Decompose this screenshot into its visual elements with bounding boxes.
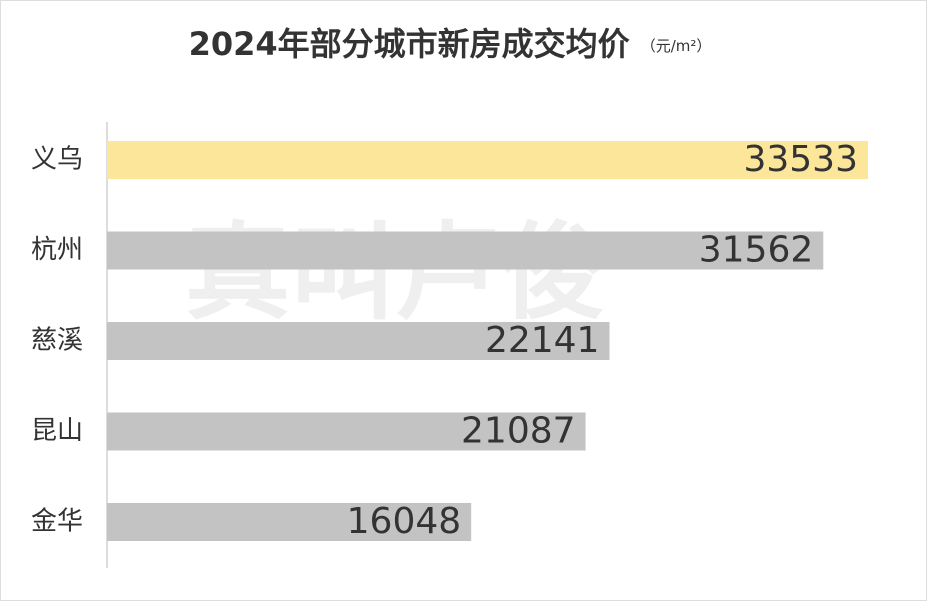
value-label: 33533 <box>743 139 858 180</box>
category-label: 义乌 <box>31 145 83 175</box>
category-label: 慈溪 <box>31 326 83 356</box>
bar <box>107 141 868 179</box>
chart-title-group: 2024年部分城市新房成交均价 （元/m²） <box>189 25 712 63</box>
bar <box>107 412 586 451</box>
value-label: 16048 <box>347 501 462 542</box>
bar <box>107 503 472 541</box>
chart-subtitle: （元/m²） <box>641 37 712 55</box>
category-label: 金华 <box>31 507 83 537</box>
bar <box>107 322 610 360</box>
category-label: 杭州 <box>31 235 83 265</box>
bar <box>107 231 824 270</box>
value-label: 31562 <box>699 230 814 271</box>
value-label: 21087 <box>461 411 576 452</box>
value-label: 22141 <box>485 320 600 361</box>
watermark: 真叫卢俊 <box>185 212 605 334</box>
category-label: 昆山 <box>31 416 83 446</box>
chart-title: 2024年部分城市新房成交均价 <box>189 25 630 63</box>
